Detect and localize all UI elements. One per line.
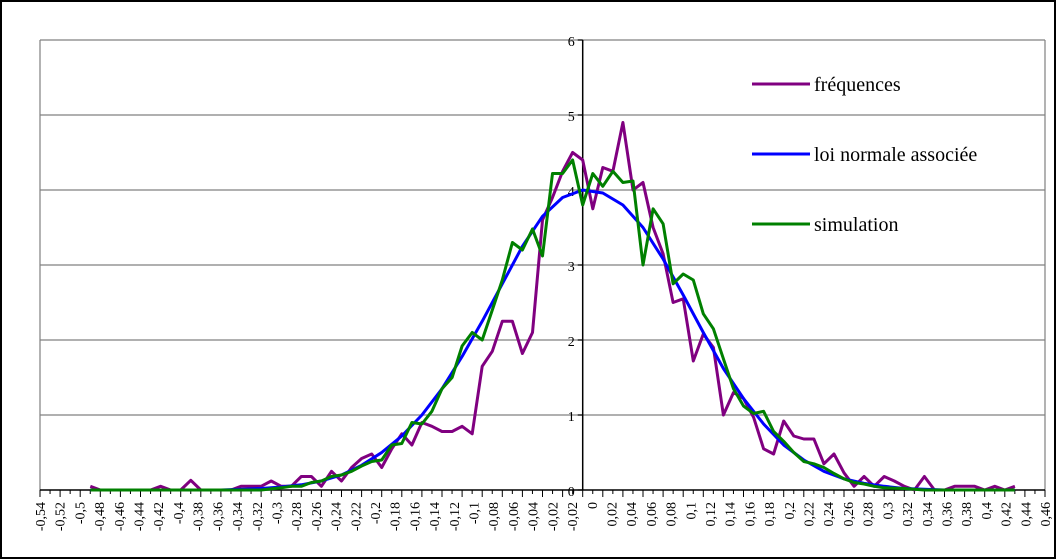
y-tick-label: 4 (568, 185, 575, 200)
x-tick-label: 0,26 (842, 502, 857, 527)
x-tick-label: -0,48 (93, 502, 108, 531)
x-tick-label: -0,32 (251, 502, 266, 531)
x-tick-label: -0,3 (270, 502, 285, 524)
x-tick-label: -0,36 (211, 502, 226, 531)
x-tick-label: 0,34 (921, 502, 936, 527)
x-tick-label: 0,2 (783, 502, 798, 520)
x-tick-label: -0,06 (507, 502, 522, 531)
y-tick-label: 0 (568, 485, 575, 500)
x-tick-label: 0,08 (665, 502, 680, 527)
x-tick-label: -0,34 (231, 502, 246, 531)
gridlines (39, 39, 1046, 490)
x-tick-label: 0,36 (940, 502, 955, 527)
legend-label-2: loi normale associée (814, 144, 977, 166)
x-tick-label: -0,12 (448, 502, 463, 531)
legend-label-1: fréquences (814, 74, 901, 96)
x-tick-label: 0,46 (1039, 502, 1054, 527)
x-tick-label: 0,32 (901, 502, 916, 527)
x-tick-label: 0,42 (1000, 502, 1015, 527)
x-tick-label: -0,5 (73, 502, 88, 524)
x-tick-label: 0,28 (862, 502, 877, 527)
x-tick-label: -0,14 (428, 502, 443, 531)
x-tick-label: 0,06 (645, 502, 660, 527)
x-tick-label: 0,12 (704, 502, 719, 527)
x-tick-label: -0,02 (566, 502, 581, 531)
x-tick-label: -0,08 (487, 502, 502, 531)
x-tick-label: -0,2 (369, 502, 384, 524)
x-tick-label: -0,1 (468, 502, 483, 524)
x-tick-label: -0,28 (290, 502, 305, 531)
x-tick-label: 0,1 (684, 502, 699, 520)
x-tick-label: 0,38 (960, 502, 975, 527)
x-tick-label: 0,3 (881, 502, 896, 520)
x-tick-label: 0,22 (803, 502, 818, 527)
x-tick-label: -0,02 (546, 502, 561, 531)
y-tick-label: 2 (568, 335, 575, 350)
x-tick-label: 0 (586, 502, 601, 509)
y-tick-label: 1 (568, 410, 575, 425)
x-tick-label: -0,22 (349, 502, 364, 531)
series-line-3 (90, 158, 1015, 492)
series-layer (89, 121, 1016, 492)
x-tick-label: -0,54 (34, 502, 49, 531)
x-tick-label: -0,18 (389, 502, 404, 531)
x-tick-label: 0,44 (1019, 502, 1034, 527)
y-tick-label: 5 (568, 110, 575, 125)
y-tick-label: 6 (568, 35, 575, 50)
x-tick-label: -0,04 (527, 502, 542, 531)
x-tick-label: -0,42 (152, 502, 167, 531)
legend-label-3: simulation (814, 214, 898, 236)
x-tick-label: 0,16 (743, 502, 758, 527)
x-tick-label: 0,24 (822, 502, 837, 527)
x-tick-label: 0,04 (625, 502, 640, 527)
x-tick-label: -0,52 (54, 502, 69, 531)
y-tick-label: 3 (568, 260, 575, 275)
series-line-1 (89, 121, 1016, 492)
x-tick-label: -0,44 (133, 502, 148, 531)
x-tick-label: -0,26 (310, 502, 325, 531)
x-tick-label: 0,18 (763, 502, 778, 527)
legend: fréquences loi normale associée simulation (752, 74, 977, 236)
x-tick-label: 0,02 (605, 502, 620, 527)
x-tick-label: -0,46 (113, 502, 128, 531)
x-tick-label: 0,4 (980, 502, 995, 520)
x-tick-label: 0,14 (724, 502, 739, 527)
x-tick-label: -0,24 (330, 502, 345, 531)
x-tick-label: -0,38 (192, 502, 207, 531)
x-tick-label: -0,4 (172, 502, 187, 524)
x-tick-label: -0,16 (408, 502, 423, 531)
